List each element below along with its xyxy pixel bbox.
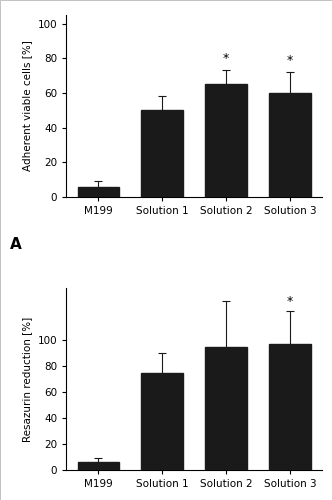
Text: *: * — [287, 54, 293, 67]
Bar — [269, 344, 311, 470]
Bar — [206, 346, 247, 470]
Y-axis label: Adherent viable cells [%]: Adherent viable cells [%] — [22, 40, 32, 172]
Y-axis label: Resazurin reduction [%]: Resazurin reduction [%] — [22, 316, 32, 442]
Bar — [78, 186, 119, 197]
Bar — [141, 110, 183, 197]
Bar — [269, 93, 311, 197]
Bar — [141, 372, 183, 470]
Bar — [78, 462, 119, 470]
Text: *: * — [287, 294, 293, 308]
Bar — [206, 84, 247, 197]
Text: A: A — [10, 237, 22, 252]
Text: *: * — [223, 52, 229, 66]
